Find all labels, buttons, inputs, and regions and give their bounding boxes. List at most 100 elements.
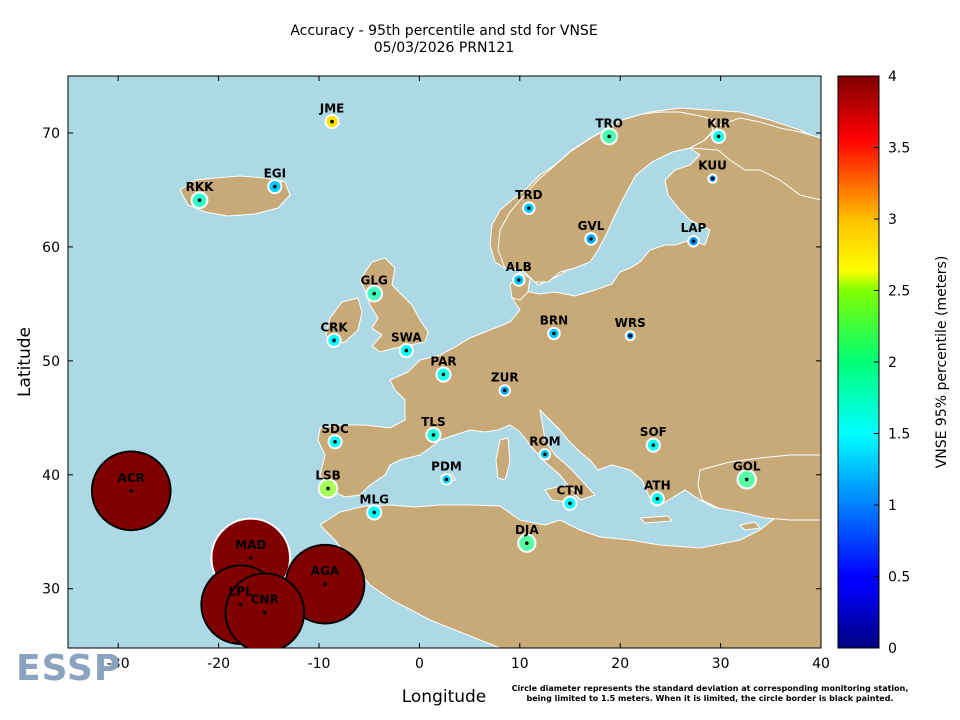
- x-tick-label: -20: [207, 656, 230, 672]
- station-dot-lsb: [326, 486, 330, 491]
- station-dot-lap: [691, 239, 696, 244]
- footnote-line-2: being limited to 1.5 meters. When it is …: [526, 694, 894, 703]
- colorbar-tick-label: 1.5: [888, 427, 910, 443]
- y-tick-label: 40: [42, 468, 60, 484]
- station-dot-lpl: [238, 602, 243, 607]
- station-label-trd: TRD: [515, 188, 542, 202]
- colorbar: [837, 75, 880, 649]
- colorbar-tick-label: 1: [888, 498, 897, 514]
- x-tick-label: 0: [415, 656, 424, 672]
- station-label-mlg: MLG: [360, 492, 389, 506]
- y-tick-label: 60: [42, 240, 60, 256]
- station-label-ctn: CTN: [556, 483, 583, 497]
- station-dot-kir: [716, 134, 721, 139]
- station-label-brn: BRN: [540, 314, 568, 328]
- station-circle-cnr: [224, 572, 306, 648]
- station-label-egi: EGI: [264, 167, 287, 181]
- colorbar-tick-label: 3: [888, 212, 897, 228]
- colorbar-tick-label: 0: [888, 641, 897, 657]
- station-label-alb: ALB: [506, 260, 532, 274]
- x-tick-label: 40: [812, 656, 830, 672]
- x-tick-label: 20: [611, 656, 629, 672]
- x-tick-label: 30: [712, 656, 730, 672]
- x-tick-label: -30: [107, 656, 130, 672]
- station-label-rkk: RKK: [186, 180, 215, 194]
- station-label-gol: GOL: [733, 459, 761, 473]
- station-dot-trd: [527, 206, 531, 210]
- station-label-dja: DJA: [515, 523, 539, 537]
- station-dot-swa: [404, 348, 409, 353]
- station-label-zur: ZUR: [491, 370, 519, 384]
- station-dot-dja: [525, 541, 529, 545]
- station-label-swa: SWA: [391, 331, 422, 345]
- x-axis-label: Longitude: [402, 687, 487, 707]
- station-dot-wrs: [628, 333, 633, 338]
- map-plot-area: [68, 76, 821, 648]
- station-dot-alb: [516, 278, 521, 282]
- station-label-gvl: GVL: [578, 219, 605, 233]
- station-label-aga: AGA: [311, 564, 340, 578]
- colorbar-tick-label: 2: [888, 355, 897, 371]
- station-dot-mad: [248, 556, 253, 560]
- station-dot-aga: [323, 582, 327, 586]
- station-dot-kuu: [710, 176, 715, 181]
- footnote: Circle diameter represents the standard …: [470, 684, 950, 704]
- land-crete: [638, 515, 673, 524]
- land-iceland: [179, 175, 291, 217]
- station-label-rom: ROM: [529, 434, 560, 448]
- x-axis-ticks: -30 -20 -10 0 10 20 30 40: [107, 76, 830, 672]
- station-dot-ctn: [568, 501, 572, 506]
- station-dot-sof: [651, 443, 656, 447]
- plot-frame: [67, 75, 822, 649]
- station-label-par: PAR: [430, 355, 456, 369]
- station-dot-rom: [543, 452, 547, 457]
- station-label-lpl: LPL: [229, 585, 253, 599]
- station-label-pdm: PDM: [431, 459, 462, 473]
- station-label-lap: LAP: [681, 221, 707, 235]
- station-dot-ath: [655, 496, 660, 501]
- station-dot-jme: [330, 119, 334, 124]
- station-label-kuu: KUU: [698, 159, 727, 173]
- colorbar-label: VNSE 95% percentile (meters): [934, 256, 950, 469]
- station-label-cnr: CNR: [251, 593, 279, 607]
- y-tick-label: 70: [42, 126, 60, 142]
- station-dot-zur: [502, 388, 507, 393]
- station-label-tls: TLS: [421, 415, 445, 429]
- station-label-sof: SOF: [640, 425, 667, 439]
- station-label-tro: TRO: [595, 116, 623, 130]
- station-dot-par: [441, 372, 446, 377]
- y-axis-label: Latitude: [15, 327, 35, 397]
- land-scandinavia: [497, 111, 716, 283]
- station-label-crk: CRK: [320, 320, 348, 334]
- chart-title: Accuracy - 95th percentile and std for V…: [290, 23, 597, 39]
- colorbar-tick-label: 0.5: [888, 570, 910, 586]
- station-dot-tro: [607, 134, 611, 139]
- station-dot-brn: [552, 331, 556, 336]
- station-dot-cnr: [262, 610, 267, 615]
- station-label-kir: KIR: [707, 116, 730, 130]
- land-cyprus: [738, 521, 761, 531]
- station-label-mad: MAD: [235, 538, 266, 552]
- station-dot-mlg: [372, 510, 377, 515]
- station-label-wrs: WRS: [615, 316, 646, 330]
- station-label-acr: ACR: [118, 471, 145, 485]
- land-anatolia: [697, 454, 821, 521]
- land-europe-africa: [317, 76, 821, 648]
- y-tick-label: 30: [42, 582, 60, 598]
- x-tick-label: 10: [511, 656, 529, 672]
- station-dot-pdm: [444, 477, 449, 482]
- station-dot-gvl: [589, 237, 593, 241]
- land-corsica-sardinia: [495, 437, 511, 481]
- station-dot-egi: [273, 184, 277, 189]
- chart-subtitle: 05/03/2026 PRN121: [374, 40, 515, 56]
- station-markers: JME TRO KIR KUU EGI RKK TRD GVL LAP ALB GLG BRN WRS C…: [90, 102, 761, 648]
- y-tick-label: 50: [42, 354, 60, 370]
- station-dot-rkk: [197, 198, 202, 202]
- station-dot-gol: [744, 477, 749, 482]
- station-label-jme: JME: [319, 102, 345, 116]
- y-axis-ticks: 30 40 50 60 70: [42, 126, 821, 598]
- footnote-line-1: Circle diameter represents the standard …: [511, 684, 909, 693]
- station-dot-acr: [129, 488, 134, 493]
- station-label-glg: GLG: [361, 274, 388, 288]
